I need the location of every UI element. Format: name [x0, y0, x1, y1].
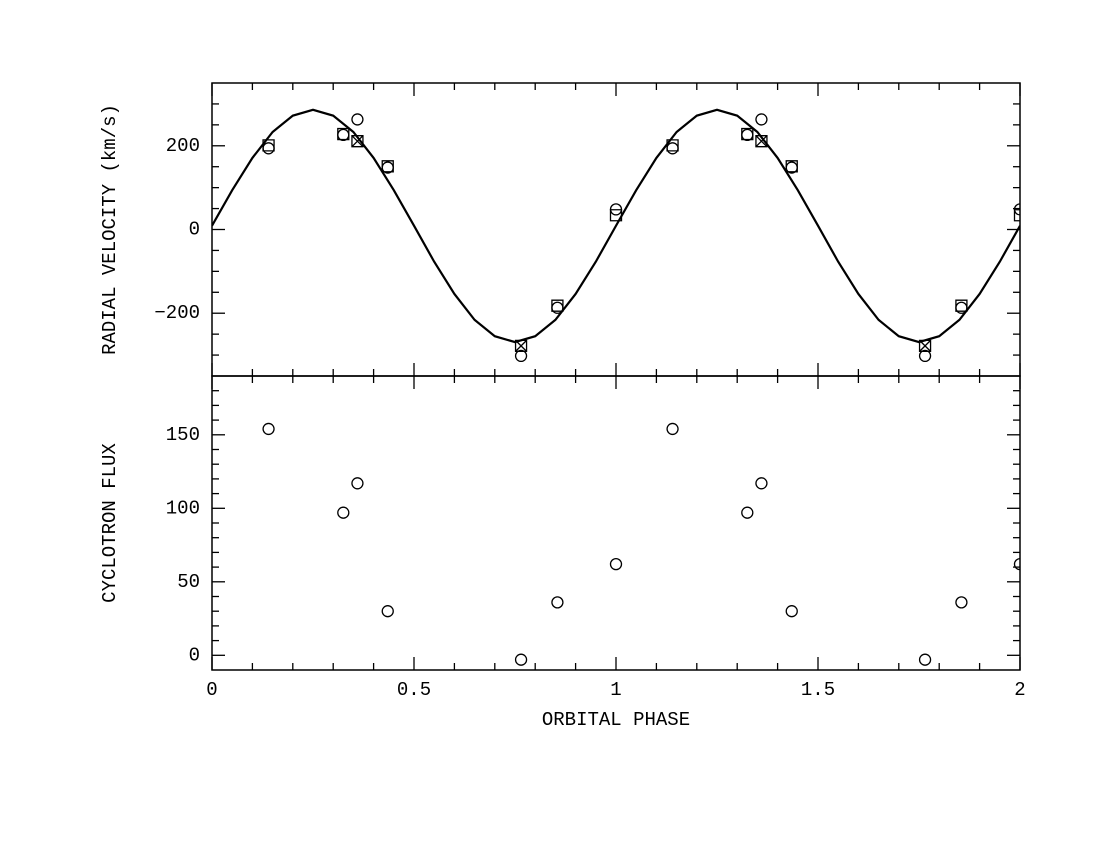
panel: 0 50 100 150 0 0.5 1 1.5 2 CYCLOTRON FLUX ORBITAL … [99, 375, 1026, 731]
square-point [741, 127, 754, 141]
x-tick-label: 0 [206, 679, 217, 701]
square-point [785, 160, 798, 173]
plot-frame [211, 375, 1021, 671]
square-point [1013, 209, 1020, 222]
circle-point [741, 128, 754, 142]
circle-point [741, 506, 754, 519]
y-tick-label: 100 [166, 497, 200, 519]
circle-point [755, 477, 768, 490]
x-tick-label: 2 [1014, 679, 1025, 701]
circle-point [514, 653, 528, 666]
circle-point [785, 605, 798, 618]
circle-point [918, 349, 932, 363]
square-point [666, 139, 679, 152]
plot-area [212, 108, 1020, 363]
circle-point [351, 113, 364, 126]
x-axis-label: ORBITAL PHASE [542, 709, 690, 731]
crossed-square-point [755, 135, 768, 148]
x-tick-label: 1.5 [801, 679, 835, 701]
y-tick-label: 200 [166, 135, 200, 157]
square-point [381, 160, 394, 173]
circle-point [666, 422, 679, 436]
y-axis-label: RADIAL VELOCITY (km/s) [99, 104, 121, 355]
crossed-square-point [514, 339, 528, 353]
fit-curve [212, 108, 1020, 344]
circle-point [381, 605, 394, 618]
circle-point [666, 142, 679, 155]
x-tick-label: 1 [610, 679, 621, 701]
square-point [955, 299, 968, 312]
y-tick-label: 0 [189, 644, 200, 666]
y-tick-label: −200 [154, 302, 200, 324]
x-tick-label: 0.5 [397, 679, 431, 701]
square-point [609, 209, 623, 222]
circle-point [337, 506, 350, 519]
circle-point [262, 422, 275, 436]
panel: −200 0 200 RADIAL VELOCITY (km/s) [99, 82, 1021, 377]
circle-point [262, 142, 275, 155]
crossed-square-point [351, 135, 364, 148]
circle-point [609, 558, 623, 571]
y-tick-label: 0 [189, 219, 200, 241]
circle-point [351, 477, 364, 490]
circle-point [755, 113, 768, 126]
circle-point [337, 128, 350, 142]
circle-point [514, 349, 528, 363]
square-point [337, 127, 350, 141]
circle-point [551, 596, 564, 609]
y-tick-label: 50 [177, 571, 200, 593]
square-point [551, 299, 564, 312]
plot-area [262, 422, 1020, 666]
square-point [262, 139, 275, 152]
circle-point [918, 653, 932, 666]
y-tick-label: 150 [166, 424, 200, 446]
y-axis-label: CYCLOTRON FLUX [99, 443, 121, 603]
plot-frame [211, 82, 1021, 377]
crossed-square-point [918, 339, 932, 353]
circle-point [1013, 558, 1020, 571]
circle-point [955, 596, 968, 609]
